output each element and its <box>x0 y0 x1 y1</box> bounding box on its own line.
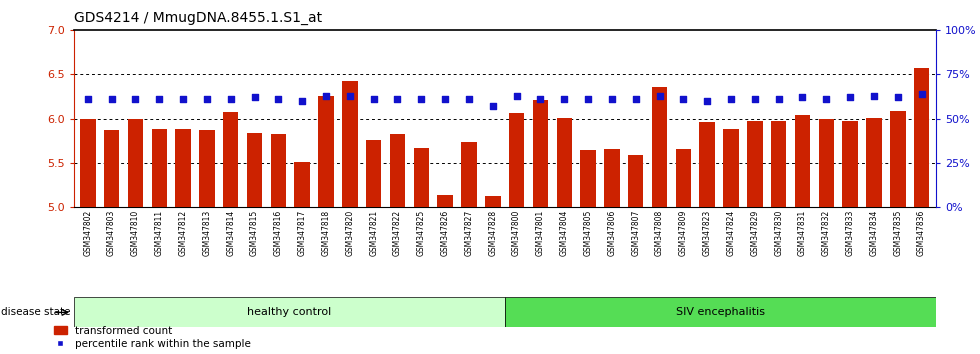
Bar <box>533 100 548 207</box>
Bar <box>890 110 906 207</box>
Point <box>462 96 477 102</box>
Bar <box>914 68 929 207</box>
Point <box>175 96 191 102</box>
Text: SIV encephalitis: SIV encephalitis <box>676 307 764 318</box>
Point <box>580 96 596 102</box>
Point <box>700 98 715 104</box>
Bar <box>247 133 263 207</box>
Point <box>318 93 334 98</box>
Bar <box>866 118 882 207</box>
Bar <box>104 130 120 207</box>
Bar <box>366 140 381 207</box>
Text: healthy control: healthy control <box>247 307 331 318</box>
Bar <box>843 121 858 207</box>
Point <box>723 96 739 102</box>
Legend: transformed count, percentile rank within the sample: transformed count, percentile rank withi… <box>54 326 251 349</box>
Bar <box>580 150 596 207</box>
Bar <box>505 297 936 327</box>
Point <box>842 95 858 100</box>
Bar <box>175 129 191 207</box>
Point <box>652 93 667 98</box>
Point <box>104 96 120 102</box>
Bar <box>628 155 644 207</box>
Point <box>532 96 548 102</box>
Bar <box>818 119 834 207</box>
Bar <box>675 149 691 207</box>
Point <box>604 96 619 102</box>
Bar <box>485 196 501 207</box>
Bar <box>390 133 406 207</box>
Point <box>152 96 168 102</box>
Point <box>199 96 215 102</box>
Bar <box>414 148 429 207</box>
Bar <box>700 122 715 207</box>
Bar <box>270 133 286 207</box>
Bar <box>127 119 143 207</box>
Bar <box>74 297 505 327</box>
Bar <box>795 115 810 207</box>
Point <box>509 93 524 98</box>
Bar <box>509 113 524 207</box>
Point <box>270 96 286 102</box>
Point <box>628 96 644 102</box>
Point <box>557 96 572 102</box>
Bar <box>462 142 476 207</box>
Point <box>294 98 310 104</box>
Point <box>342 93 358 98</box>
Point <box>222 96 238 102</box>
Point <box>818 96 834 102</box>
Point <box>890 95 906 100</box>
Bar <box>771 121 786 207</box>
Bar <box>199 130 215 207</box>
Point <box>80 96 96 102</box>
Bar <box>223 112 238 207</box>
Point <box>747 96 762 102</box>
Point <box>390 96 406 102</box>
Bar <box>604 149 619 207</box>
Bar <box>294 162 310 207</box>
Point <box>127 96 143 102</box>
Point <box>675 96 691 102</box>
Text: GDS4214 / MmugDNA.8455.1.S1_at: GDS4214 / MmugDNA.8455.1.S1_at <box>74 11 321 25</box>
Bar <box>80 119 95 207</box>
Point <box>247 95 263 100</box>
Bar <box>723 129 739 207</box>
Point <box>771 96 787 102</box>
Point <box>485 103 501 109</box>
Point <box>437 96 453 102</box>
Bar <box>652 87 667 207</box>
Bar <box>342 80 358 207</box>
Bar <box>437 195 453 207</box>
Bar <box>152 129 167 207</box>
Text: disease state: disease state <box>1 307 71 318</box>
Bar <box>747 121 762 207</box>
Point <box>795 95 810 100</box>
Point <box>366 96 381 102</box>
Point <box>414 96 429 102</box>
Point <box>866 93 882 98</box>
Point <box>913 91 929 97</box>
Bar <box>318 96 334 207</box>
Bar <box>557 118 572 207</box>
